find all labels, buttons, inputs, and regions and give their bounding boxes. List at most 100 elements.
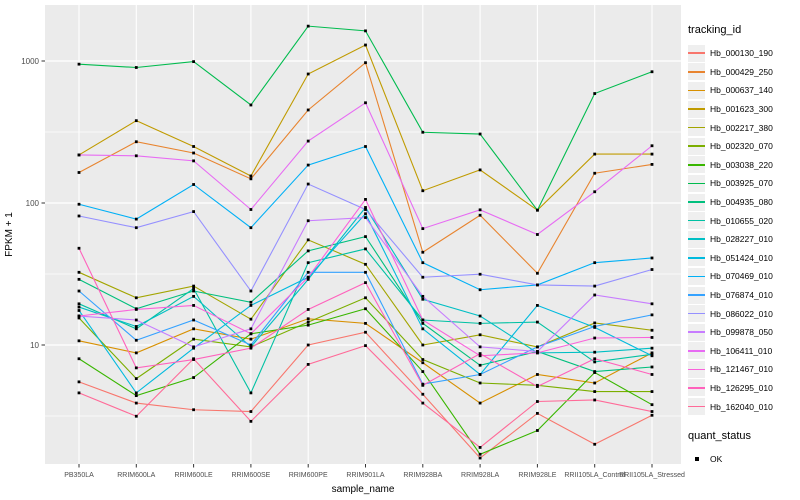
data-point: [650, 152, 654, 156]
data-point: [650, 162, 654, 166]
legend-line-icon: [688, 52, 705, 55]
data-point: [364, 61, 367, 65]
data-point: [478, 354, 482, 358]
legend-item: Hb_076874_010: [688, 286, 798, 305]
legend-item: Hb_162040_010: [688, 397, 798, 416]
data-point: [306, 219, 310, 223]
data-point: [364, 43, 367, 47]
legend-line-icon: [688, 145, 705, 148]
data-point: [77, 391, 81, 395]
data-point: [192, 210, 195, 213]
data-point: [536, 351, 539, 355]
data-point: [192, 287, 195, 290]
x-tick-label: RRIM600PE: [289, 472, 328, 479]
data-point: [650, 346, 654, 350]
data-point: [364, 198, 367, 201]
x-tick-label: RRIM928BA: [403, 472, 442, 479]
legend-line-icon: [688, 405, 705, 408]
legend-item: Hb_086022_010: [688, 304, 798, 323]
legend-label: Hb_000130_190: [710, 48, 773, 59]
legend-line-icon: [688, 201, 705, 203]
legend-label: Hb_028227_010: [710, 234, 773, 245]
legend-label: Hb_010655_020: [710, 215, 773, 226]
data-point: [593, 92, 597, 95]
data-point: [593, 357, 597, 361]
data-point: [249, 174, 253, 178]
legend-key-swatch: [688, 230, 705, 248]
data-point: [421, 297, 425, 301]
data-point: [134, 154, 138, 158]
data-point: [650, 144, 654, 148]
data-point: [421, 370, 425, 373]
data-point: [192, 337, 195, 341]
legend-title-tracking-id: tracking_id: [688, 24, 742, 36]
data-point: [306, 261, 310, 265]
legend-key-swatch: [688, 305, 705, 323]
data-point: [536, 373, 539, 376]
data-point: [192, 151, 195, 155]
data-point: [593, 190, 597, 194]
data-point: [478, 345, 482, 349]
data-point: [249, 346, 253, 350]
data-point: [478, 213, 482, 217]
legend-key-swatch: [688, 119, 705, 137]
data-point: [77, 62, 81, 66]
data-point: [249, 337, 253, 341]
data-point: [249, 103, 253, 107]
legend-label: Hb_099878_050: [710, 327, 773, 338]
legend-line-icon: [688, 312, 705, 315]
data-point: [421, 321, 425, 325]
x-axis-title: sample_name: [332, 484, 395, 495]
y-tick-label: 10: [30, 341, 39, 350]
data-point: [536, 320, 539, 324]
quant-status-block: quant_status OK: [688, 430, 798, 469]
data-point: [593, 293, 597, 297]
data-point: [650, 313, 654, 317]
legend-label: Hb_076874_010: [710, 290, 773, 301]
data-point: [421, 189, 425, 193]
data-point: [536, 283, 539, 287]
data-point: [421, 358, 425, 361]
data-point: [364, 344, 367, 348]
data-point: [650, 351, 654, 355]
plot-panel: [45, 5, 681, 464]
data-point: [77, 357, 81, 361]
data-point: [421, 294, 425, 298]
data-point: [77, 289, 81, 293]
legend: tracking_id Hb_000130_190 Hb_000429_250 Hb…: [688, 24, 798, 468]
data-point: [249, 419, 253, 423]
legend-label: Hb_004935_080: [710, 197, 773, 208]
legend-item: Hb_051424_010: [688, 249, 798, 268]
data-point: [364, 247, 367, 251]
data-point: [249, 317, 253, 321]
data-point: [421, 227, 425, 231]
data-point: [77, 270, 81, 274]
data-point: [421, 361, 425, 365]
data-point: [192, 408, 195, 412]
data-point: [650, 70, 654, 74]
legend-key-swatch: [688, 137, 705, 155]
data-point: [134, 140, 138, 144]
legend-line-icon: [688, 294, 705, 296]
legend-key-swatch: [688, 342, 705, 360]
legend-label: Hb_070469_010: [710, 271, 773, 282]
data-point: [249, 177, 253, 181]
x-tick-label: RRII105LA_Control: [564, 472, 625, 479]
legend-line-icon: [688, 368, 705, 371]
data-point: [364, 216, 367, 219]
data-point: [249, 332, 253, 336]
data-point: [421, 383, 425, 387]
legend-label: Hb_001623_300: [710, 104, 773, 115]
data-point: [134, 226, 138, 230]
legend-item: Hb_001623_300: [688, 100, 798, 119]
legend-line-icon: [688, 387, 705, 389]
data-point: [192, 327, 195, 331]
data-point: [478, 168, 482, 172]
data-point: [249, 304, 253, 307]
legend-label: Hb_086022_010: [710, 308, 773, 319]
data-point: [192, 304, 195, 307]
legend-key-swatch: [688, 44, 705, 62]
data-point: [364, 208, 367, 211]
legend-key-swatch: [688, 212, 705, 230]
legend-item: Hb_106411_010: [688, 342, 798, 361]
